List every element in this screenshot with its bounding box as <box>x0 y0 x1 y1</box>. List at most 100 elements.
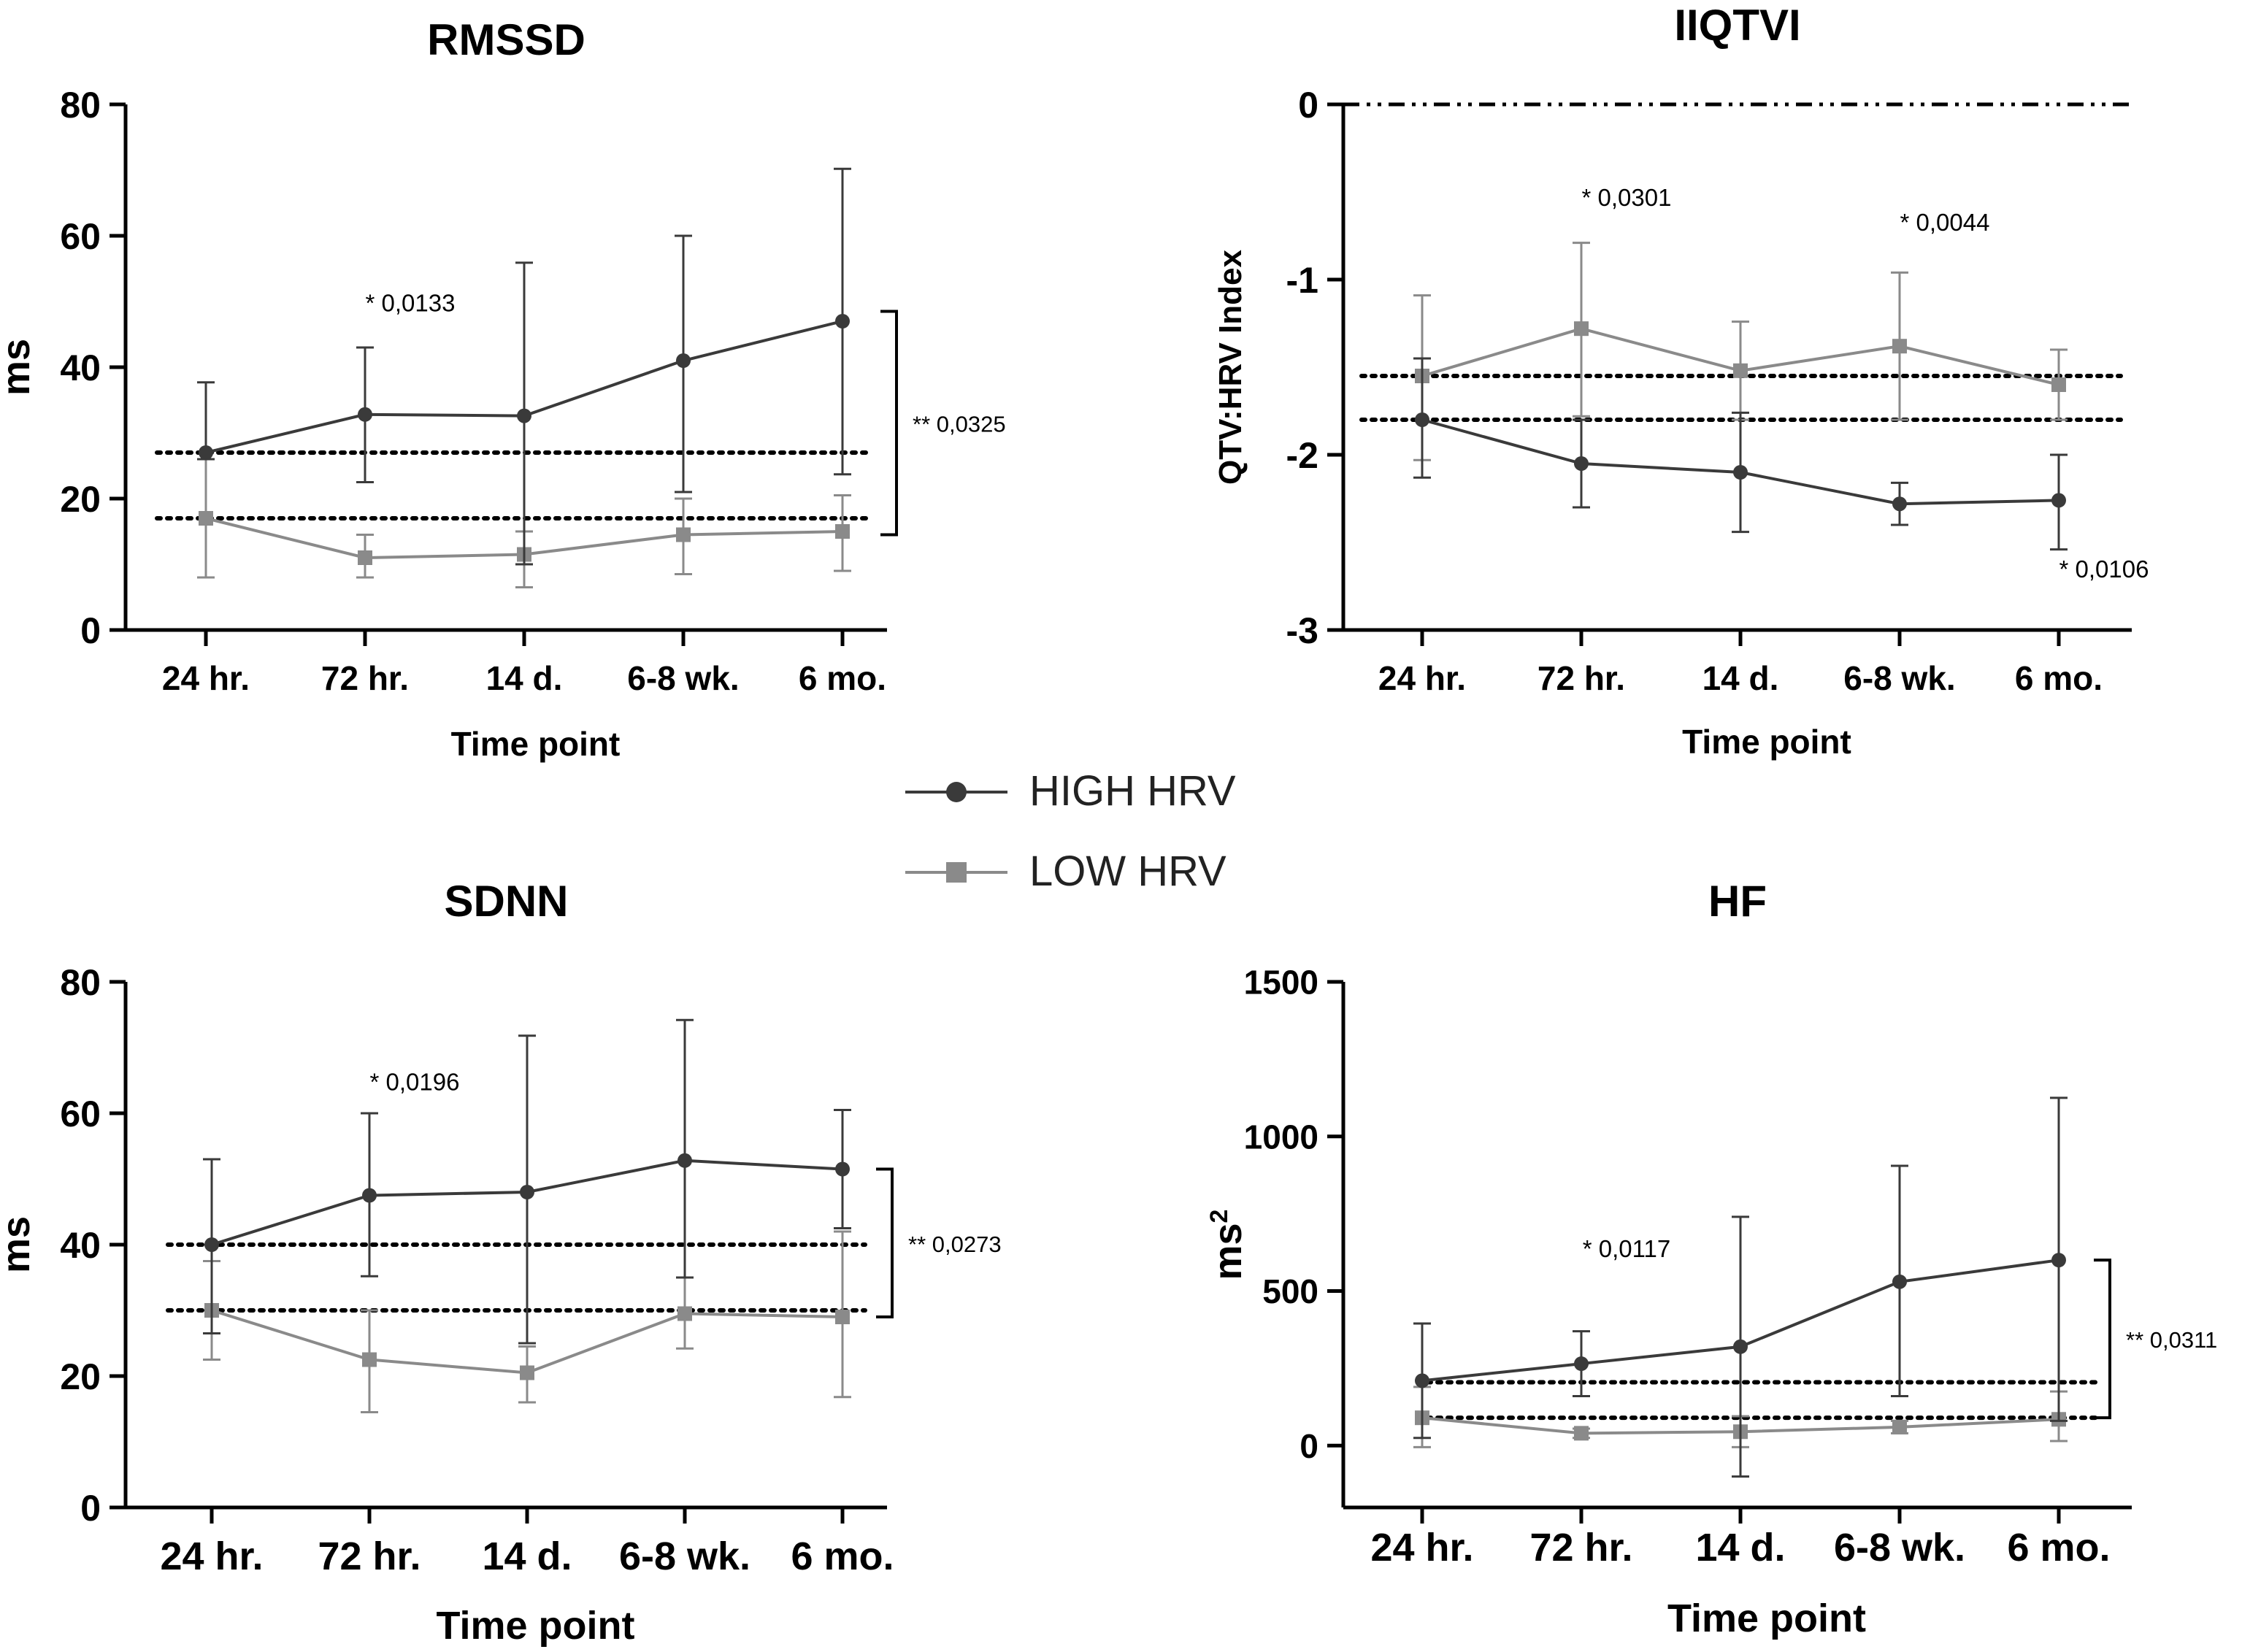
data-point-high-hrv <box>520 1185 534 1199</box>
y-tick-label: -2 <box>1286 435 1318 476</box>
data-point-low-hrv <box>362 1352 377 1367</box>
data-point-high-hrv <box>1415 1373 1429 1388</box>
y-tick-label: 60 <box>60 216 101 257</box>
x-tick-label: 72 hr. <box>1529 1526 1632 1570</box>
legend-marker-circle-icon <box>946 782 967 802</box>
x-tick-label: 24 hr. <box>1378 659 1466 697</box>
chart-sdnn: SDNN 0 20 40 60 80 24 hr. 72 hr. 14 d. 6-8 wk. 6 m… <box>0 877 1002 1648</box>
x-tick-label: 6-8 wk. <box>627 659 739 697</box>
y-axis-title: QTV:HRV Index <box>1213 250 1248 485</box>
data-point-high-hrv <box>358 407 372 422</box>
data-point-high-hrv <box>517 408 531 423</box>
data-point-high-hrv <box>676 353 691 368</box>
chart-iiqtvi: IIQTVI -3 -2 -1 0 24 hr. 72 hr. 14 d. 6-8 wk. 6 m… <box>1213 1 2149 761</box>
data-point-low-hrv <box>1733 363 1748 378</box>
legend-item-low-hrv: LOW HRV <box>905 840 1314 905</box>
y-tick-label: 20 <box>60 479 101 520</box>
significance-annotation: * 0,0106 <box>2059 556 2149 583</box>
y-tick-label: -3 <box>1286 610 1318 651</box>
y-tick-label: 0 <box>80 610 101 651</box>
x-tick-label: 72 hr. <box>318 1534 421 1578</box>
x-tick-label: 6 mo. <box>2015 659 2103 697</box>
data-point-low-hrv <box>1574 1426 1589 1441</box>
significance-annotation: * 0,0301 <box>1582 184 1672 211</box>
x-tick-label: 24 hr. <box>160 1534 263 1578</box>
data-point-high-hrv <box>1733 1339 1748 1354</box>
data-point-high-hrv <box>2051 1253 2066 1268</box>
y-tick-label: 60 <box>60 1094 101 1134</box>
x-tick-label: 6-8 wk. <box>619 1534 750 1578</box>
chart-hf: HF 0 500 1000 1500 24 hr. 72 hr. 14 d. 6-8 wk. 6 … <box>1205 877 2217 1640</box>
y-tick-label: 80 <box>60 962 101 1003</box>
data-point-low-hrv <box>199 511 213 526</box>
legend-label-high-hrv: HIGH HRV <box>1029 767 1236 815</box>
y-tick-label: 20 <box>60 1356 101 1397</box>
y-tick-label: 1000 <box>1244 1118 1318 1156</box>
x-tick-label: 6-8 wk. <box>1834 1526 1965 1570</box>
chart-title: IIQTVI <box>1674 1 1800 50</box>
bracket-annotation: ** 0,0273 <box>908 1232 1002 1257</box>
chart-title: RMSSD <box>427 15 586 64</box>
data-point-high-hrv <box>1892 496 1907 512</box>
data-point-high-hrv <box>204 1237 219 1252</box>
legend-label-low-hrv: LOW HRV <box>1029 848 1226 895</box>
legend: HIGH HRV LOW HRV <box>905 759 1314 905</box>
data-point-high-hrv <box>1892 1274 1907 1289</box>
y-tick-label: 40 <box>60 1225 101 1266</box>
y-tick-label: 500 <box>1262 1272 1318 1310</box>
data-point-low-hrv <box>358 550 372 565</box>
chart-title: HF <box>1708 877 1767 926</box>
x-axis-title: Time point <box>1667 1597 1866 1640</box>
data-point-low-hrv <box>2051 377 2066 392</box>
significance-annotation: * 0,0044 <box>1900 209 1990 236</box>
data-point-high-hrv <box>1574 456 1589 471</box>
x-tick-label: 72 hr. <box>1537 659 1625 697</box>
x-axis-title: Time point <box>1682 723 1851 761</box>
significance-annotation: * 0,0133 <box>366 290 456 317</box>
x-tick-label: 6-8 wk. <box>1843 659 1955 697</box>
x-tick-label: 14 d. <box>486 659 563 697</box>
data-point-low-hrv <box>676 527 691 542</box>
y-tick-label: 0 <box>1299 1427 1318 1465</box>
data-point-low-hrv <box>677 1306 692 1321</box>
y-tick-label: 40 <box>60 347 101 388</box>
significance-annotation: * 0,0196 <box>370 1069 460 1096</box>
data-point-high-hrv <box>199 445 213 460</box>
x-tick-label: 6 mo. <box>2007 1526 2110 1570</box>
data-point-high-hrv <box>835 314 850 329</box>
data-point-high-hrv <box>835 1161 850 1177</box>
data-point-high-hrv <box>362 1188 377 1203</box>
y-tick-label: 1500 <box>1244 964 1318 1002</box>
y-axis-title-superscript: 2 <box>1205 1210 1233 1223</box>
x-tick-label: 14 d. <box>482 1534 572 1578</box>
data-point-low-hrv <box>1574 321 1589 337</box>
x-tick-label: 6 mo. <box>791 1534 894 1578</box>
x-axis-title: Time point <box>436 1604 634 1648</box>
bracket-annotation: ** 0,0311 <box>2126 1327 2217 1353</box>
data-point-low-hrv <box>1892 1419 1907 1434</box>
data-point-high-hrv <box>1415 412 1429 427</box>
x-tick-label: 24 hr. <box>1370 1526 1473 1570</box>
data-point-low-hrv <box>835 524 850 539</box>
chart-title: SDNN <box>444 877 568 926</box>
significance-bracket <box>880 310 898 537</box>
y-axis-title: ms <box>0 1216 38 1273</box>
x-tick-label: 14 d. <box>1702 659 1779 697</box>
x-axis-title: Time point <box>451 725 621 763</box>
significance-bracket <box>2094 1259 2111 1420</box>
legend-marker-square-icon <box>946 862 967 883</box>
y-axis-title: ms2 <box>1205 1210 1250 1280</box>
y-tick-label: 0 <box>1298 85 1318 126</box>
x-tick-label: 14 d. <box>1695 1526 1785 1570</box>
data-point-high-hrv <box>1733 465 1748 480</box>
y-tick-label: 80 <box>60 85 101 126</box>
x-tick-label: 72 hr. <box>321 659 409 697</box>
y-tick-label: 0 <box>80 1488 101 1529</box>
data-point-low-hrv <box>520 1365 534 1380</box>
data-point-low-hrv <box>1892 339 1907 354</box>
y-tick-label: -1 <box>1286 260 1318 301</box>
y-axis-title: ms <box>0 339 38 396</box>
chart-rmssd: RMSSD 0 20 40 60 80 24 hr. 72 hr. 14 d. 6-8 wk. 6 … <box>0 15 1006 763</box>
data-point-high-hrv <box>677 1153 692 1168</box>
